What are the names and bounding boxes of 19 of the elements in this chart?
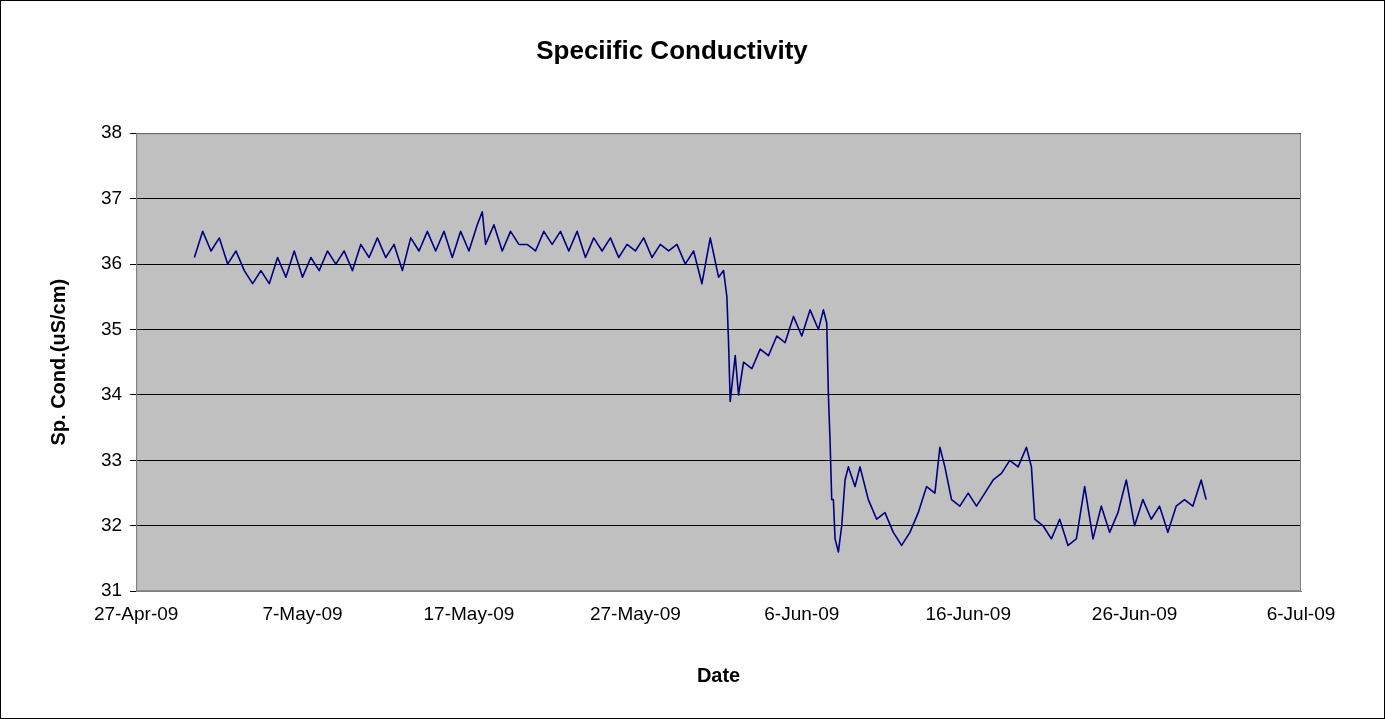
y-tick-label: 34 xyxy=(100,383,123,405)
x-tick-label: 7-May-09 xyxy=(262,602,343,624)
y-tick-label: 38 xyxy=(100,121,123,143)
y-tick-label: 36 xyxy=(100,252,123,274)
x-tick-label: 27-May-09 xyxy=(589,602,681,624)
x-tick-label: 6-Jul-09 xyxy=(1266,602,1336,624)
x-tick-label: 16-Jun-09 xyxy=(925,602,1011,624)
y-tick-label: 33 xyxy=(100,448,123,470)
x-tick-label: 6-Jun-09 xyxy=(764,602,840,624)
chart-title: Speciific Conductivity xyxy=(536,34,809,65)
y-tick-label: 35 xyxy=(100,317,123,339)
x-axis-title: Date xyxy=(696,663,741,686)
y-tick-label: 32 xyxy=(100,514,123,536)
x-tick-label: 27-Apr-09 xyxy=(93,602,179,624)
y-tick-label: 31 xyxy=(100,579,123,601)
y-axis-title: Sp. Cond.(uS/cm) xyxy=(46,278,69,446)
x-tick-label: 17-May-09 xyxy=(423,602,515,624)
x-tick-label: 26-Jun-09 xyxy=(1091,602,1178,624)
y-tick-label: 37 xyxy=(100,186,123,208)
